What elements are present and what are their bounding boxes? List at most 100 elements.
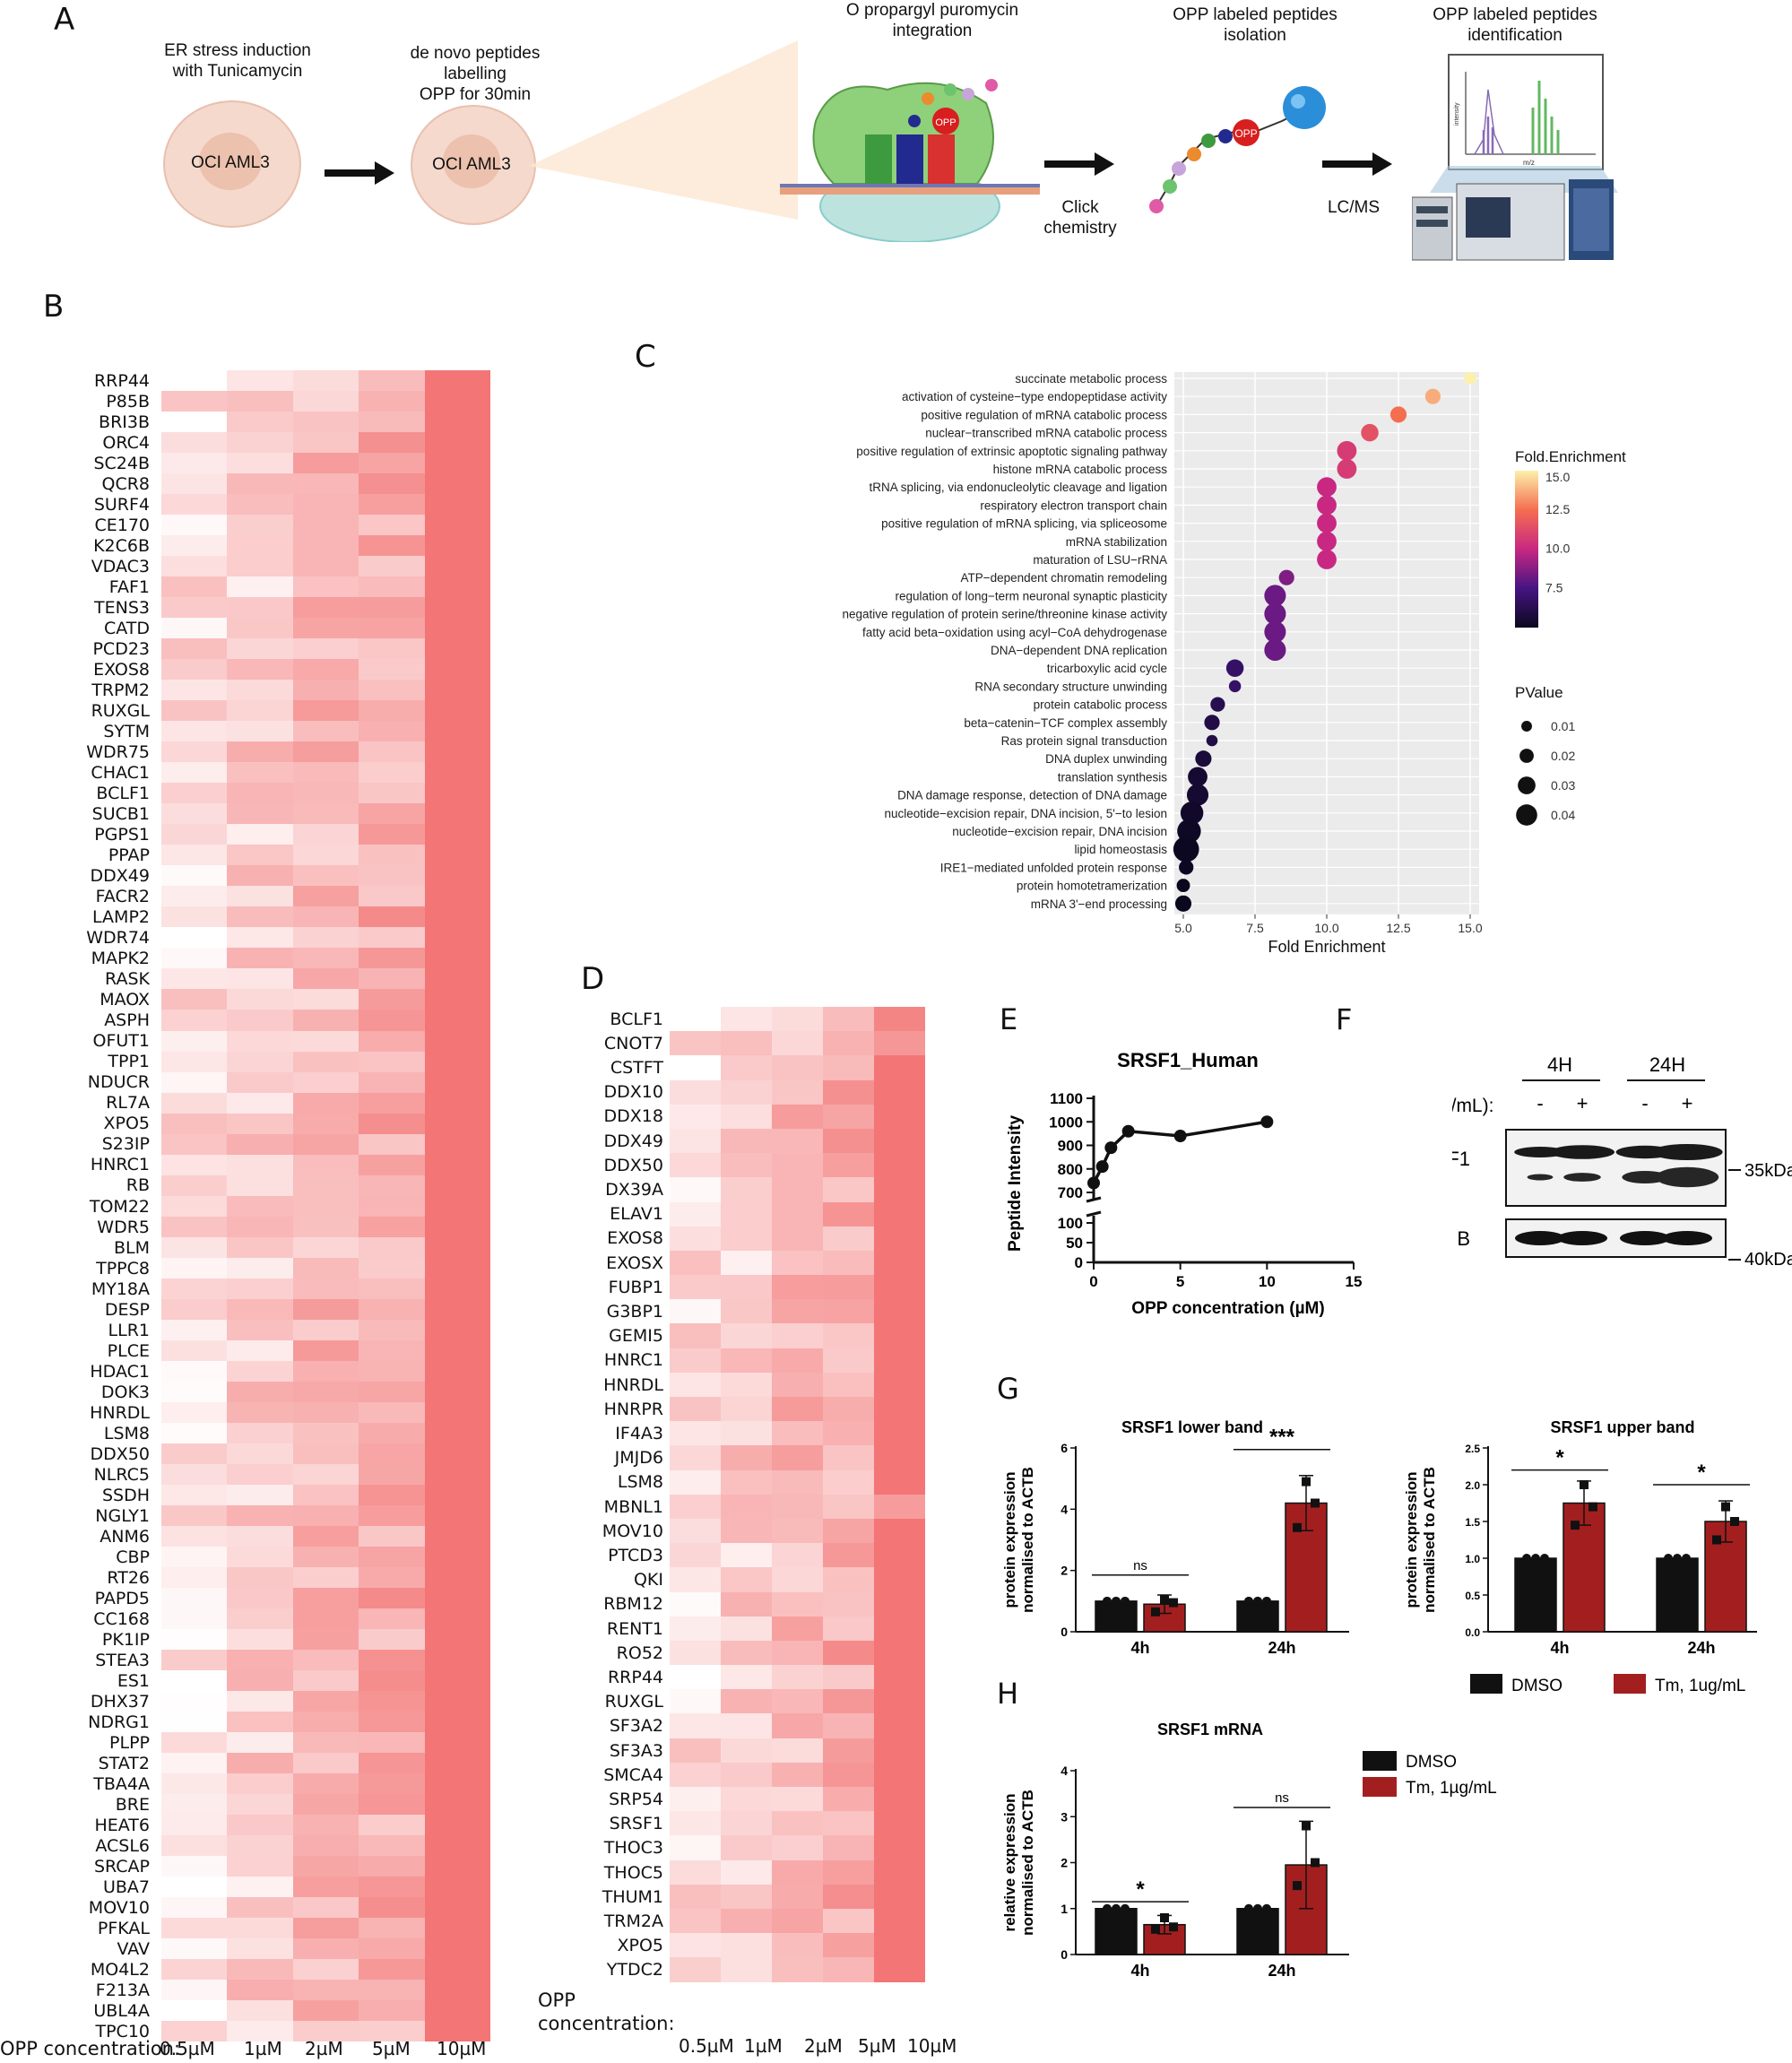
- heatmap-cell: [292, 948, 359, 969]
- heatmap-cell: [227, 370, 293, 392]
- heatmap-row: [161, 1877, 491, 1898]
- x-tick-label: 12.5: [1386, 921, 1410, 935]
- heatmap-cell: [161, 391, 228, 412]
- heatmap-cell: [874, 1275, 925, 1300]
- heatmap-cell: [292, 1216, 359, 1237]
- heatmap-cell: [424, 886, 491, 907]
- dot-point: [1225, 659, 1244, 677]
- dot-point: [1204, 715, 1220, 731]
- heatmap-cell: [161, 1566, 228, 1588]
- heatmap-cell: [292, 1794, 359, 1816]
- heatmap-cell: [359, 473, 425, 495]
- heatmap-row: [161, 1257, 491, 1279]
- heatmap-row: [670, 1908, 925, 1934]
- x-tick-label: 24h: [1268, 1962, 1295, 1980]
- heatmap-cell: [721, 1153, 772, 1178]
- heatmap-cell: [772, 1884, 823, 1909]
- heatmap-cell: [292, 1319, 359, 1340]
- heatmap-row: [161, 1835, 491, 1857]
- legend-label: DMSO: [1511, 1677, 1563, 1695]
- data-point: [1095, 1160, 1109, 1174]
- heatmap-cell: [772, 1689, 823, 1714]
- heatmap-cell: [359, 783, 425, 804]
- gene-label: HNRC1: [90, 1155, 150, 1175]
- heatmap-cell: [359, 803, 425, 825]
- click-chemistry-label: Click chemistry: [1043, 198, 1117, 238]
- time-label: 4H: [1547, 1053, 1572, 1076]
- heatmap-cell: [874, 1957, 925, 1982]
- heatmap-cell: [424, 1732, 491, 1754]
- heatmap-cell: [292, 1401, 359, 1423]
- gene-label: WDR75: [86, 741, 150, 762]
- heatmap-row: [161, 597, 491, 619]
- heatmap-cell: [772, 1128, 823, 1154]
- heatmap-cell: [161, 1732, 228, 1754]
- y-tick-label: 2: [1060, 1856, 1068, 1870]
- heatmap-cell: [292, 1980, 359, 2001]
- heatmap-cell: [424, 1298, 491, 1320]
- heatmap-cell: [161, 1669, 228, 1691]
- heatmap-cell: [670, 1104, 721, 1129]
- gene-label: HNRDL: [90, 1402, 150, 1423]
- panel-label-e: E: [1000, 1002, 1018, 1036]
- legend-swatch: [1470, 1674, 1502, 1694]
- replicate-point: [1160, 1595, 1169, 1605]
- heatmap-cell: [670, 1616, 721, 1641]
- heatmap-cell: [161, 1133, 228, 1155]
- heatmap-cell: [161, 1071, 228, 1093]
- dot-point: [1317, 477, 1337, 498]
- heatmap-cell: [227, 1071, 293, 1093]
- heatmap-cell: [161, 845, 228, 866]
- heatmap-b: [161, 370, 491, 2042]
- heatmap-cell: [424, 391, 491, 412]
- heatmap-cell: [227, 1484, 293, 1505]
- heatmap-cell: [823, 1835, 874, 1860]
- heatmap-cell: [359, 1669, 425, 1691]
- heatmap-row: [161, 989, 491, 1010]
- heatmap-cell: [670, 1007, 721, 1032]
- heatmap-cell: [424, 1649, 491, 1670]
- band-actin: [1557, 1231, 1607, 1245]
- legend-size-title: PValue: [1515, 684, 1563, 701]
- dot-point: [1337, 440, 1357, 461]
- heatmap-row: [670, 1079, 925, 1105]
- heatmap-cell: [292, 453, 359, 474]
- band-lower: [1655, 1166, 1719, 1188]
- heatmap-cell: [874, 1031, 925, 1056]
- heatmap-row: [161, 1360, 491, 1382]
- gene-label: JMJD6: [614, 1448, 663, 1469]
- heatmap-cell: [227, 1422, 293, 1443]
- dot-point: [1264, 620, 1286, 643]
- heatmap-cell: [721, 1372, 772, 1397]
- heatmap-cell: [227, 473, 293, 495]
- heatmap-cell: [874, 1640, 925, 1666]
- heatmap-cell: [359, 1980, 425, 2001]
- heatmap-cell: [161, 2000, 228, 2022]
- heatmap-cell: [424, 1712, 491, 1733]
- heatmap-cell: [227, 1010, 293, 1031]
- heatmap-cell: [227, 948, 293, 969]
- heatmap-cell: [424, 680, 491, 701]
- go-term-label: nuclear−transcribed mRNA catabolic proce…: [925, 427, 1167, 440]
- go-term-label: DNA duplex unwinding: [1045, 752, 1167, 766]
- heatmap-cell: [823, 1226, 874, 1251]
- heatmap-cell: [359, 1463, 425, 1485]
- heatmap-cell: [292, 1133, 359, 1155]
- heatmap-cell: [874, 1397, 925, 1422]
- gene-label: TRPM2: [91, 680, 150, 700]
- gene-label: MO4L2: [90, 1960, 150, 1981]
- gene-label: RBM12: [603, 1594, 663, 1615]
- replicate-point: [1311, 1858, 1320, 1868]
- heatmap-cell: [424, 535, 491, 557]
- heatmap-cell: [227, 1712, 293, 1733]
- heatmap-cell: [292, 721, 359, 742]
- heatmap-cell: [161, 1856, 228, 1877]
- gene-label: PGPS1: [94, 825, 150, 845]
- heatmap-cell: [292, 391, 359, 412]
- heatmap-row: [670, 1226, 925, 1251]
- heatmap-cell: [874, 1543, 925, 1568]
- heatmap-cell: [424, 1133, 491, 1155]
- heatmap-cell: [227, 968, 293, 990]
- heatmap-cell: [227, 783, 293, 804]
- heatmap-cell: [823, 1908, 874, 1934]
